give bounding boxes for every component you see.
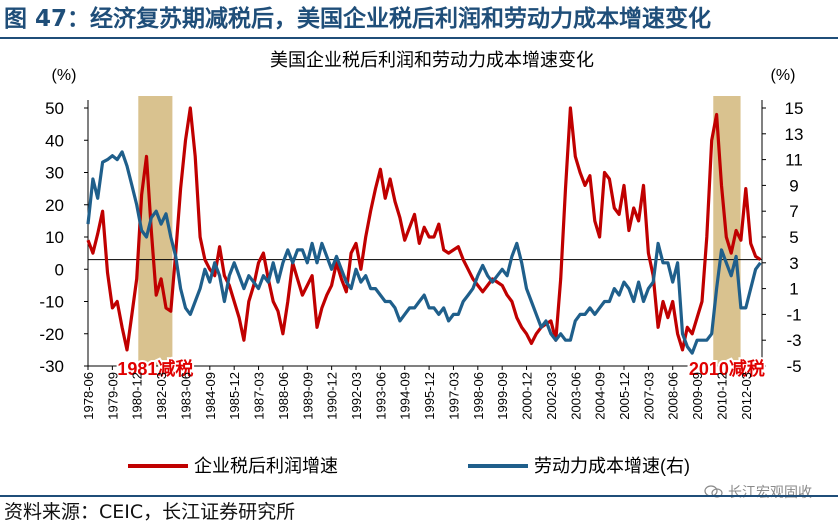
- right-unit-label: (%): [771, 67, 796, 84]
- profit-growth-line: [86, 106, 762, 352]
- x-tick-label: 1990-12: [325, 372, 340, 420]
- right-tick-label: 15: [785, 99, 804, 118]
- left-tick-label: -20: [39, 325, 64, 344]
- x-tick-label: 2002-03: [544, 372, 559, 420]
- chart: 美国企业税后利润和劳动力成本增速变化 (%) (%) 50 40 30 20 10 0 -1…: [39, 50, 803, 476]
- x-tick-label: 2004-09: [593, 372, 608, 420]
- x-tick-label: 1983-06: [178, 372, 193, 420]
- right-tick-label: 3: [789, 254, 798, 273]
- tax-cut-annotation-1: 2010减税: [689, 358, 765, 379]
- right-tick-label: -3: [786, 331, 801, 350]
- source-note: 资料来源：CEIC，长江证券研究所: [4, 501, 296, 523]
- legend-label-labor: 劳动力成本增速(右): [534, 456, 690, 476]
- x-tick-label: 2010-12: [714, 372, 729, 420]
- right-tick-label: -1: [786, 305, 801, 324]
- x-tick-label: 1995-12: [422, 372, 437, 420]
- right-tick-label: 5: [789, 228, 798, 247]
- left-tick-label: 0: [55, 260, 64, 279]
- x-tick-label: 2000-12: [520, 372, 535, 420]
- tax-cut-annotation-0: 1981减税: [117, 358, 193, 379]
- right-tick-label: 9: [789, 176, 798, 195]
- watermark: 长江宏观固收: [704, 482, 812, 502]
- x-tick-label: 2012-03: [739, 372, 754, 420]
- x-tick-label: 1978-06: [81, 372, 96, 420]
- legend: 企业税后利润增速 劳动力成本增速(右): [128, 456, 690, 476]
- x-tick-label: 1987-03: [252, 372, 267, 420]
- labor-cost-growth-line: [86, 150, 762, 355]
- legend-label-profit: 企业税后利润增速: [194, 456, 338, 476]
- title-divider: [0, 37, 838, 39]
- x-tick-label: 1982-03: [154, 372, 169, 420]
- left-tick-label: 50: [45, 99, 64, 118]
- left-tick-label: 40: [45, 131, 64, 150]
- x-tick-labels: 1978-06 1979-09 1980-12 1982-03 1983-06 1984-…: [81, 372, 754, 420]
- x-tick-label: 1997-03: [446, 372, 461, 420]
- left-tick-label: 10: [45, 228, 64, 247]
- x-tick-label: 1985-12: [227, 372, 242, 420]
- x-tick-label: 2007-03: [641, 372, 656, 420]
- x-tick-label: 1989-09: [300, 372, 315, 420]
- x-tick-label: 2005-12: [617, 372, 632, 420]
- left-tick-label: -10: [39, 293, 64, 312]
- x-tick-label: 2009-09: [690, 372, 705, 420]
- x-tick-label: 1998-06: [471, 372, 486, 420]
- left-tick-label: -30: [39, 357, 64, 376]
- x-tick-label: 2003-06: [568, 372, 583, 420]
- watermark-text: 长江宏观固收: [728, 485, 812, 501]
- right-tick-label: 7: [789, 202, 798, 221]
- x-tick-label: 1999-09: [495, 372, 510, 420]
- x-tick-label: 2008-06: [666, 372, 681, 420]
- x-tick-label: 1980-12: [130, 372, 145, 420]
- annotations: 1981减税 2010减税: [115, 356, 767, 381]
- axes: 50 40 30 20 10 0 -10 -20 -30 15 13 11 9 7 5 3 1 -1 -3 -5: [39, 99, 803, 376]
- right-tick-label: -5: [786, 357, 801, 376]
- left-tick-label: 20: [45, 196, 64, 215]
- left-unit-label: (%): [52, 67, 77, 84]
- right-tick-label: 11: [785, 151, 803, 170]
- chart-title: 美国企业税后利润和劳动力成本增速变化: [270, 50, 594, 70]
- x-tick-label: 1979-09: [105, 372, 120, 420]
- left-tick-label: 30: [45, 164, 64, 183]
- x-tick-label: 1993-06: [373, 372, 388, 420]
- figure-title: 图 47：经济复苏期减税后，美国企业税后利润和劳动力成本增速变化: [4, 6, 712, 32]
- series-lines: [86, 106, 762, 355]
- right-tick-label: 13: [785, 125, 804, 144]
- x-tick-label: 1994-09: [398, 372, 413, 420]
- x-tick-label: 1984-09: [203, 372, 218, 420]
- x-tick-label: 1992-03: [349, 372, 364, 420]
- x-tick-label: 1988-06: [276, 372, 291, 420]
- footer-divider: [0, 495, 838, 497]
- right-tick-label: 1: [789, 280, 798, 299]
